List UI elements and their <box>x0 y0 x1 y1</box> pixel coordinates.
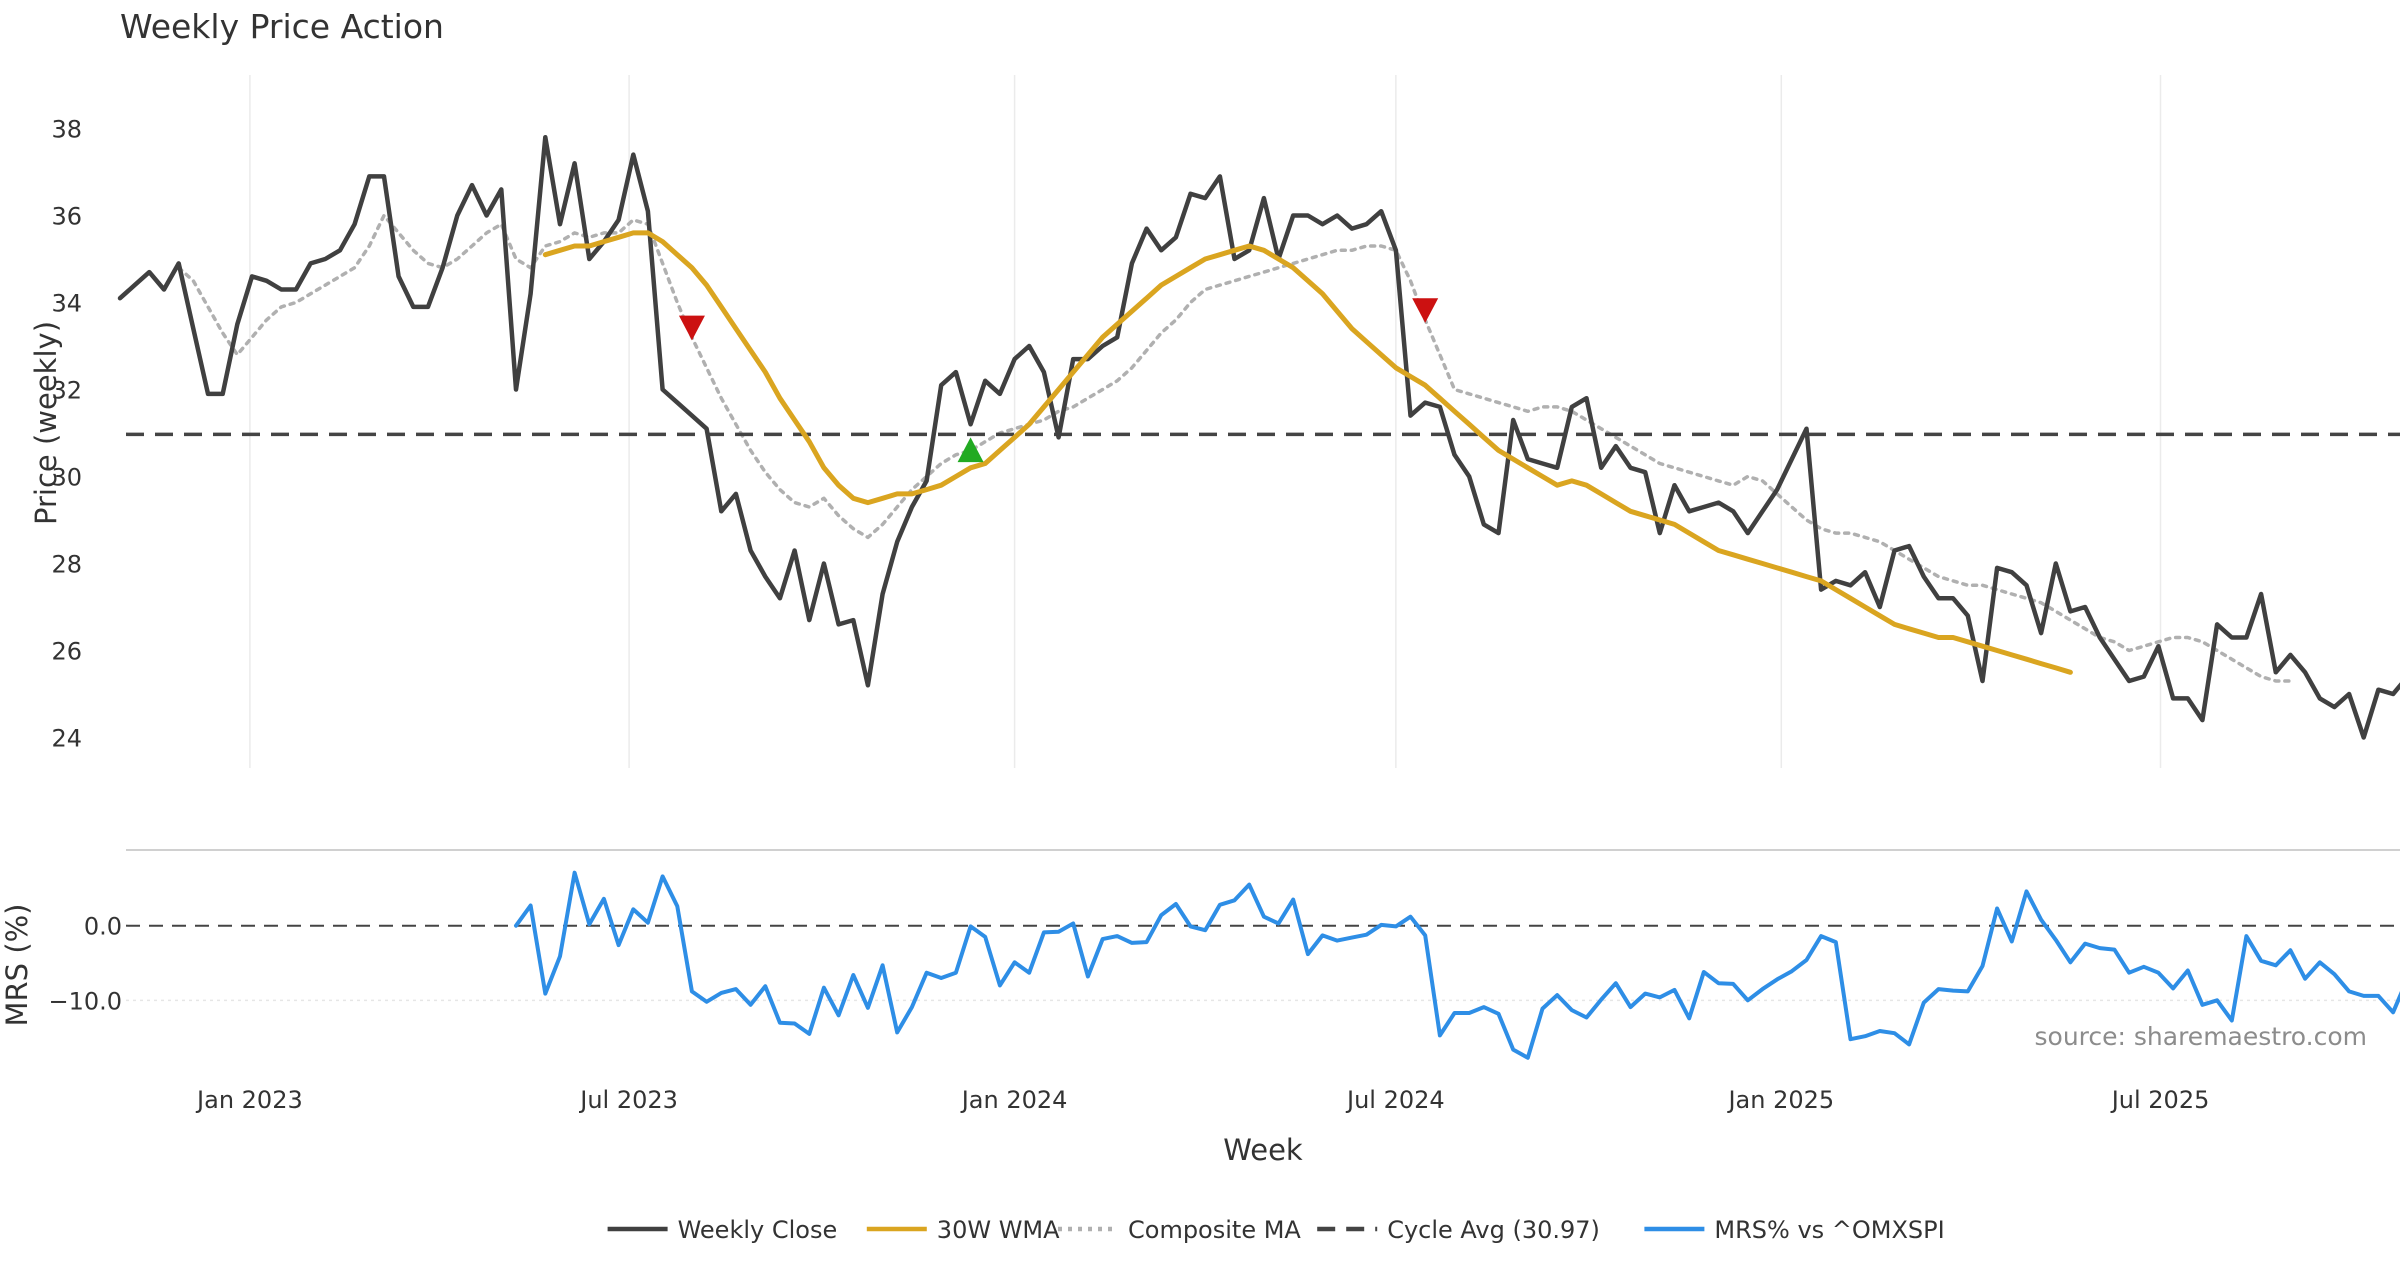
legend-label: Weekly Close <box>678 1216 838 1244</box>
price-y-tick-label: 26 <box>51 638 82 666</box>
buy-signal-marker <box>957 437 984 463</box>
weekly-close-line <box>117 134 2400 740</box>
price-y-axis-label: Price (weekly) <box>29 321 63 525</box>
price-y-axis: 24 26 28 30 32 34 36 38 <box>51 116 82 753</box>
sell-signal-marker <box>678 315 705 341</box>
legend-label: 30W WMA <box>937 1216 1060 1244</box>
mrs-grid <box>126 924 2400 1002</box>
signal-markers <box>678 298 1439 463</box>
x-tick-label: Jul 2025 <box>2110 1086 2210 1114</box>
mrs-lines <box>514 870 2400 1060</box>
x-axis-label: Week <box>1223 1133 1303 1167</box>
mrs-y-axis-label: MRS (%) <box>0 904 34 1027</box>
price-y-tick-label: 32 <box>51 377 82 405</box>
wma-30w-line <box>542 230 2073 675</box>
price-y-tick-label: 30 <box>51 464 82 492</box>
price-lines <box>117 134 2400 740</box>
price-y-tick-label: 28 <box>51 551 82 579</box>
x-tick-label: Jan 2025 <box>1726 1086 1834 1114</box>
price-y-tick-label: 34 <box>51 290 82 318</box>
mrs-y-axis: 0.0 −10.0 <box>48 913 122 1016</box>
chart-title: Weekly Price Action <box>120 7 444 46</box>
x-axis: Jan 2023 Jul 2023 Jan 2024 Jul 2024 Jan 2025… <box>195 1086 2209 1114</box>
legend: Weekly Close 30W WMA Composite MA Cycle Avg… <box>607 1216 1945 1244</box>
price-y-tick-label: 24 <box>51 725 82 753</box>
legend-label: Composite MA <box>1128 1216 1301 1244</box>
x-tick-label: Jan 2024 <box>960 1086 1068 1114</box>
mrs-y-tick-label: −10.0 <box>48 987 122 1015</box>
mrs-y-tick-label: 0.0 <box>84 913 122 941</box>
price-y-tick-label: 36 <box>51 203 82 231</box>
x-tick-label: Jan 2023 <box>195 1086 303 1114</box>
legend-label: Cycle Avg (30.97) <box>1387 1216 1600 1244</box>
legend-label: MRS% vs ^OMXSPI <box>1714 1216 1944 1244</box>
price-y-tick-label: 38 <box>51 116 82 144</box>
composite-ma-line <box>176 213 2293 683</box>
mrs-line <box>514 870 2400 1060</box>
source-annotation: source: sharemaestro.com <box>2035 1022 2368 1051</box>
x-tick-label: Jul 2023 <box>578 1086 678 1114</box>
sell-signal-marker <box>1412 298 1439 323</box>
x-tick-label: Jul 2024 <box>1345 1086 1445 1114</box>
